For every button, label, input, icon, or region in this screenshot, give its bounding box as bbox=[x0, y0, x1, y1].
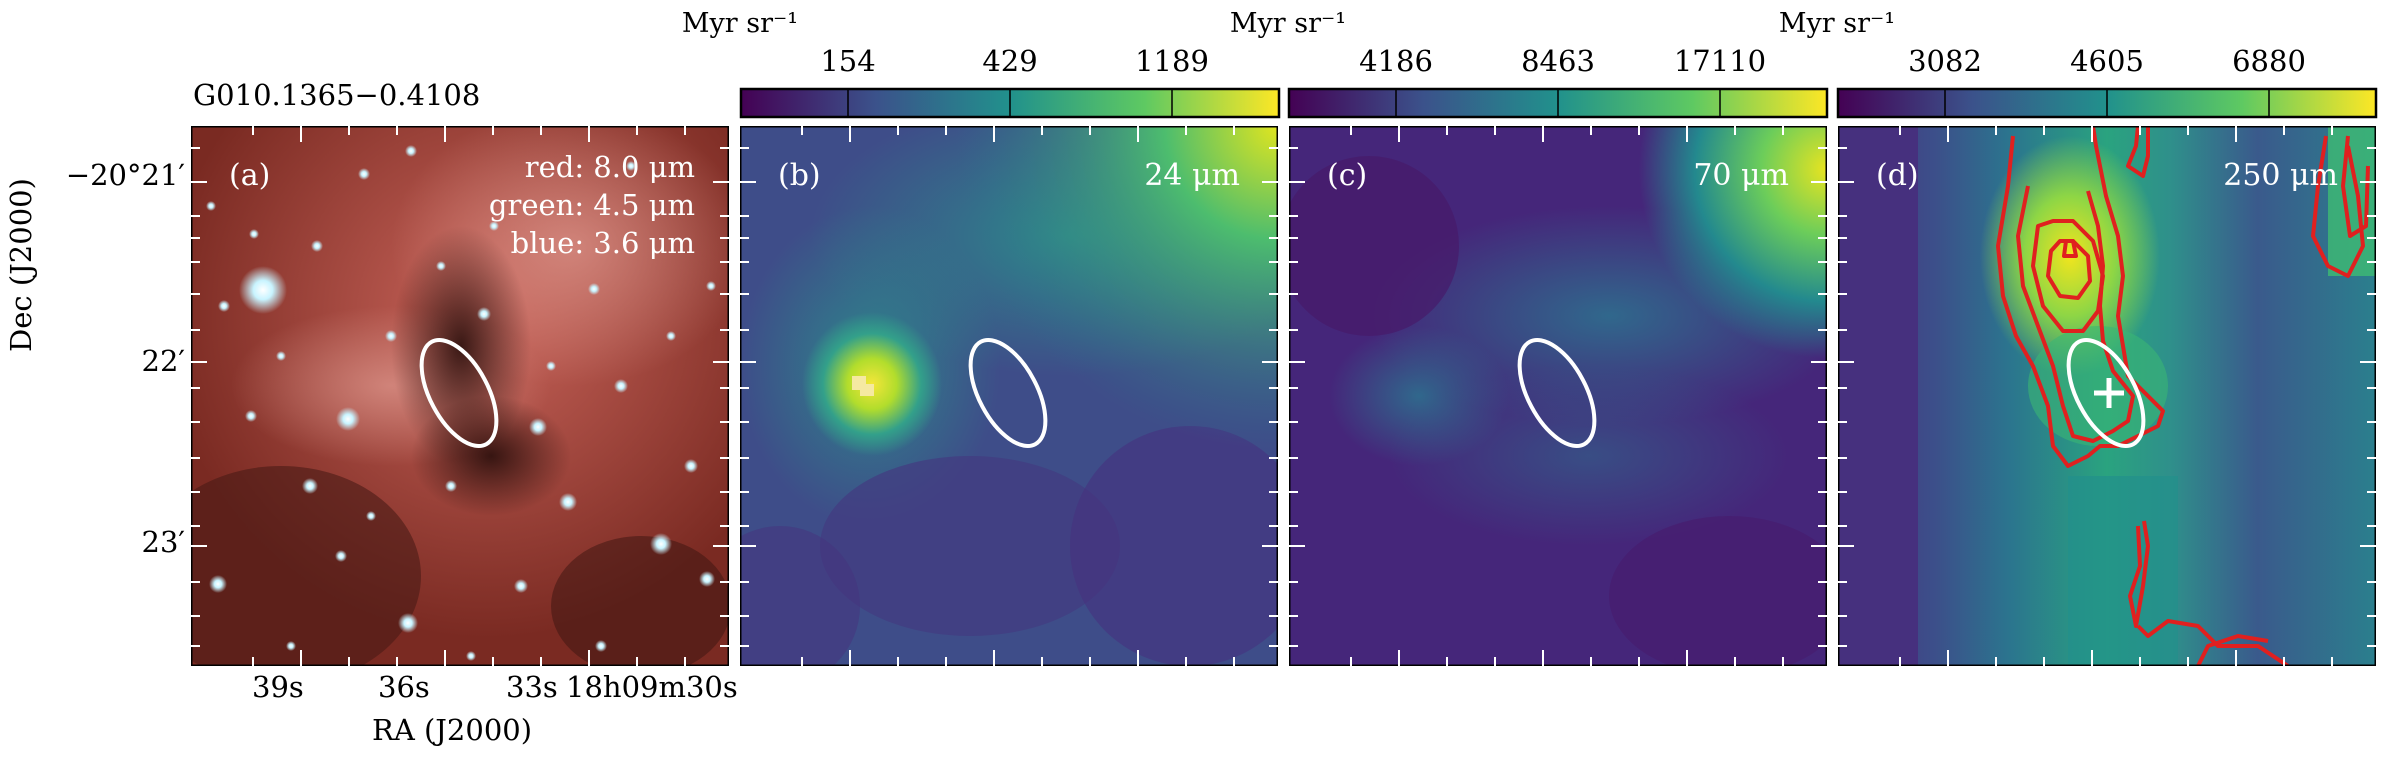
colorbar-b bbox=[739, 87, 1281, 119]
panel-d-250um-image: (d) 250 μm bbox=[1838, 126, 2376, 666]
wavelength-label: 70 μm bbox=[1693, 158, 1789, 193]
ra-tick-label: 18h09m30s bbox=[566, 670, 738, 704]
source-ellipse bbox=[1517, 338, 1597, 448]
ra-tick-label: 36s bbox=[378, 670, 430, 704]
colorbar-tick-d: 3082 bbox=[1908, 44, 1982, 78]
panel-label: (c) bbox=[1327, 158, 1368, 193]
source-ellipse bbox=[968, 338, 1048, 448]
colorbar-tick-b: 154 bbox=[820, 44, 876, 78]
ra-tick-label: 39s bbox=[252, 670, 304, 704]
colorbar-tick-b: 1189 bbox=[1135, 44, 1209, 78]
contours bbox=[1996, 126, 2370, 666]
colorbars bbox=[739, 87, 2378, 119]
colorbar-c bbox=[1287, 87, 1829, 119]
wavelength-label: 250 μm bbox=[2223, 158, 2338, 193]
source-ellipse bbox=[2066, 338, 2146, 448]
colorbar-tick-c: 8463 bbox=[1521, 44, 1595, 78]
colorbar-tick-c: 17110 bbox=[1673, 44, 1767, 78]
source-ellipse bbox=[419, 338, 499, 448]
colorbar-tick-b: 429 bbox=[982, 44, 1038, 78]
panel-b-24um-image: (b) 24 μm bbox=[740, 126, 1278, 666]
colorbar-tick-d: 4605 bbox=[2070, 44, 2144, 78]
wavelength-label: 24 μm bbox=[1144, 158, 1240, 193]
panel-c-70um-image: (c) 70 μm bbox=[1289, 126, 1827, 666]
dec-tick-label: −20°21′ bbox=[65, 158, 185, 192]
colorbar-d bbox=[1836, 87, 2378, 119]
legend-blue: blue: 3.6 μm bbox=[510, 226, 695, 260]
panel-a-rgb-image: (a) red: 8.0 μm green: 4.5 μm blue: 3.6 … bbox=[191, 126, 729, 666]
colorbar-unit-b: Myr sr⁻¹ bbox=[681, 8, 799, 39]
peak-cross-marker bbox=[2094, 378, 2124, 408]
colorbar-unit-d: Myr sr⁻¹ bbox=[1778, 8, 1896, 39]
panel-label: (b) bbox=[778, 158, 821, 193]
legend-green: green: 4.5 μm bbox=[488, 188, 695, 222]
ra-tick-label: 33s bbox=[506, 670, 558, 704]
colorbar-tick-d: 6880 bbox=[2232, 44, 2306, 78]
panel-label: (d) bbox=[1876, 158, 1919, 193]
x-axis-label: RA (J2000) bbox=[372, 713, 533, 747]
figure-title: G010.1365−0.4108 bbox=[193, 78, 481, 112]
legend-red: red: 8.0 μm bbox=[524, 150, 695, 184]
panel-label: (a) bbox=[229, 158, 271, 193]
dec-tick-label: 23′ bbox=[141, 525, 186, 559]
colorbar-tick-c: 4186 bbox=[1359, 44, 1433, 78]
stars bbox=[206, 145, 716, 661]
y-axis-label: Dec (J2000) bbox=[4, 178, 38, 352]
dec-tick-label: 22′ bbox=[141, 344, 186, 378]
colorbar-unit-c: Myr sr⁻¹ bbox=[1229, 8, 1347, 39]
band-legend: red: 8.0 μm green: 4.5 μm blue: 3.6 μm bbox=[489, 148, 695, 262]
